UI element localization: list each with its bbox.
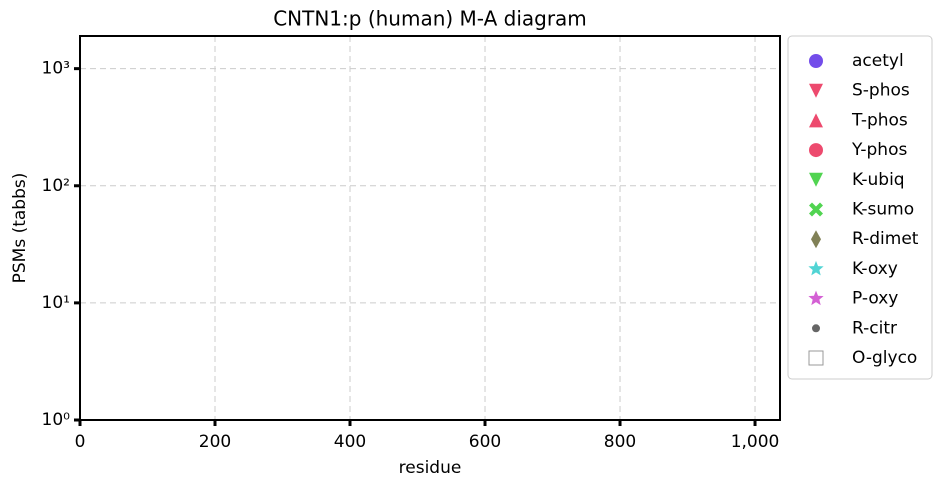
- legend-marker: [809, 143, 823, 158]
- legend-label: R-dimet: [852, 229, 919, 249]
- legend-label: O-glyco: [852, 348, 917, 368]
- legend-marker: [811, 230, 821, 249]
- legend-label: K-ubiq: [852, 170, 905, 190]
- y-axis-label: PSMs (tabbs): [10, 173, 30, 284]
- legend-marker: [808, 290, 824, 306]
- legend-label: K-oxy: [852, 259, 898, 279]
- legend-marker: [808, 350, 824, 366]
- plot-frame: [79, 35, 781, 421]
- x-tick-label: 200: [199, 432, 231, 452]
- legend-label: T-phos: [851, 110, 908, 130]
- legend-label: R-citr: [852, 318, 897, 338]
- x-tick-label: 800: [604, 432, 636, 452]
- x-tick-label: 600: [469, 432, 501, 452]
- legend-marker: [809, 172, 823, 187]
- y-tick-label: 10²: [42, 176, 70, 196]
- legend-marker: [812, 324, 820, 333]
- legend-box: [787, 35, 933, 380]
- chart-title: CNTN1:p (human) M-A diagram: [273, 7, 587, 31]
- legend-marker: [808, 260, 824, 276]
- legend-marker: [809, 83, 823, 98]
- x-tick-label: 1,000: [731, 432, 780, 452]
- x-axis-label: residue: [399, 458, 462, 478]
- x-tick-label: 400: [334, 432, 366, 452]
- legend-marker: [809, 54, 823, 68]
- legend-label: K-sumo: [852, 200, 914, 220]
- legend-label: P-oxy: [852, 289, 898, 309]
- legend-marker: [809, 113, 823, 128]
- y-tick-label: 10⁰: [42, 410, 71, 430]
- y-tick-label: 10³: [42, 59, 70, 79]
- legend-label: Y-phos: [851, 140, 907, 160]
- legend-label: S-phos: [852, 81, 910, 101]
- x-tick-label: 0: [75, 432, 86, 452]
- legend-label: acetyl: [852, 51, 904, 71]
- y-tick-label: 10¹: [42, 293, 70, 313]
- legend-marker: [809, 202, 823, 217]
